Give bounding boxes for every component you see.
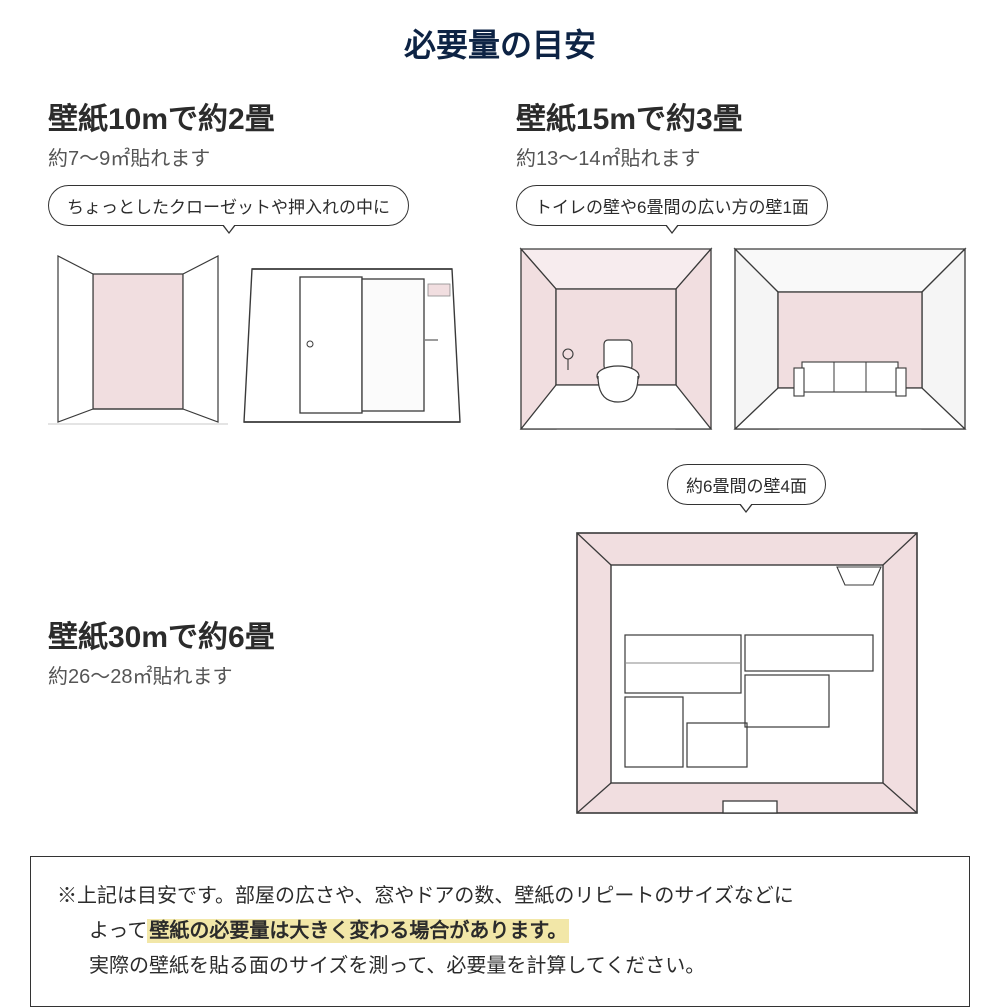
toilet-room-icon (516, 244, 716, 434)
guide-grid: 壁紙10mで約2畳 約7～9㎡貼れます ちょっとしたクローゼットや押入れの中に (0, 94, 1000, 452)
page-title: 必要量の目安 (0, 0, 1000, 94)
section-subtitle: 約7～9㎡貼れます (48, 142, 488, 171)
note-text: 実際の壁紙を貼る面のサイズを測って、必要量を計算してください。 (89, 955, 705, 977)
living-room-icon (730, 244, 970, 434)
section-subtitle: 約26～28㎡貼れます (48, 660, 495, 689)
section-title: 壁紙15mで約3畳 (516, 94, 970, 138)
illustration-closets (48, 244, 488, 434)
bubble-caption: ちょっとしたクローゼットや押入れの中に (48, 185, 409, 226)
note-text: ※上記は目安です。部屋の広さや、窓やドアの数、壁紙のリピートのサイズなどに (57, 885, 794, 907)
sliding-door-icon (242, 244, 462, 434)
section-30m: 壁紙30mで約6畳 約26～28㎡貼れます (48, 572, 495, 703)
note-box: ※上記は目安です。部屋の広さや、窓やドアの数、壁紙のリピートのサイズなどに よっ… (30, 856, 970, 1007)
note-text: よって (89, 920, 147, 942)
closet-open-icon (48, 244, 228, 434)
note-highlight: 壁紙の必要量は大きく変わる場合があります。 (147, 919, 569, 943)
floorplan-icon (523, 523, 970, 828)
section-10m: 壁紙10mで約2畳 約7～9㎡貼れます ちょっとしたクローゼットや押入れの中に (48, 94, 488, 434)
section-title: 壁紙10mで約2畳 (48, 94, 488, 138)
bubble-caption: 約6畳間の壁4面 (667, 464, 826, 505)
section-30m-illustration: 約6畳間の壁4面 (523, 464, 970, 828)
note-line-3: 実際の壁紙を貼る面のサイズを測って、必要量を計算してください。 (57, 949, 943, 984)
section-15m: 壁紙15mで約3畳 約13～14㎡貼れます トイレの壁や6畳間の広い方の壁1面 (516, 94, 970, 434)
bubble-caption: トイレの壁や6畳間の広い方の壁1面 (516, 185, 828, 226)
section-30m-row: 壁紙30mで約6畳 約26～28㎡貼れます 約6畳間の壁4面 (0, 464, 1000, 828)
illustration-rooms (516, 244, 970, 434)
note-line-1: ※上記は目安です。部屋の広さや、窓やドアの数、壁紙のリピートのサイズなどに (57, 879, 943, 914)
note-line-2: よって壁紙の必要量は大きく変わる場合があります。 (57, 914, 943, 949)
section-subtitle: 約13～14㎡貼れます (516, 142, 970, 171)
section-title: 壁紙30mで約6畳 (48, 612, 495, 656)
